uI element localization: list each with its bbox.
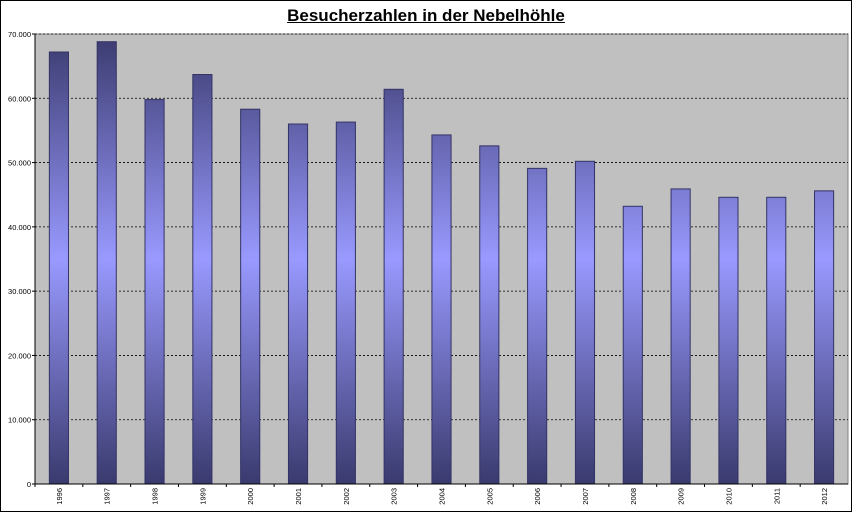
y-tick-label: 30.000 <box>8 287 31 296</box>
bar-2010 <box>718 196 739 485</box>
x-tick-label: 1999 <box>198 488 207 505</box>
y-axis: 0 10.000 20.000 30.000 40.000 50.000 60.000 70.… <box>8 30 36 489</box>
bar-2001 <box>287 123 309 485</box>
x-tick-label: 2002 <box>342 488 351 505</box>
x-tick-label: 2012 <box>820 488 829 505</box>
x-tick-label: 2007 <box>581 488 590 505</box>
bar-2007 <box>574 160 596 485</box>
x-tick-label: 2006 <box>533 488 542 505</box>
y-tick-label: 0 <box>27 480 31 489</box>
bar-1997 <box>96 41 117 485</box>
bar-2004 <box>431 134 452 485</box>
bar-1996 <box>48 51 69 485</box>
bar-2000 <box>240 108 261 485</box>
bar-2009 <box>670 188 691 485</box>
chart-title: Besucherzahlen in der Nebelhöhle <box>287 6 565 25</box>
bar-2011 <box>766 196 787 485</box>
x-tick-label: 1997 <box>103 488 112 505</box>
bars <box>48 41 835 485</box>
bar-2003 <box>383 88 404 485</box>
x-tick-label: 2005 <box>485 488 494 505</box>
y-tick-label: 40.000 <box>8 223 31 232</box>
bar-1998 <box>144 99 165 485</box>
x-tick-label: 2011 <box>772 488 781 504</box>
x-tick-label: 2001 <box>294 488 303 505</box>
y-tick-label: 10.000 <box>8 416 31 425</box>
x-tick-label: 2008 <box>629 488 638 505</box>
bar-1999 <box>192 74 213 485</box>
x-tick-label: 1996 <box>55 488 64 505</box>
y-tick-label: 50.000 <box>8 159 31 168</box>
x-tick-label: 2000 <box>246 488 255 505</box>
y-tick-label: 20.000 <box>8 351 31 360</box>
x-axis: 1996 1997 1998 1999 2000 2001 2002 2003 2004 2005… <box>34 483 848 505</box>
x-tick-label: 1998 <box>151 488 160 505</box>
bar-2005 <box>479 145 500 485</box>
y-tick-label: 60.000 <box>8 94 31 103</box>
gridlines <box>35 33 848 421</box>
x-tick-label: 2003 <box>390 488 399 505</box>
x-tick-label: 2009 <box>677 488 686 505</box>
bar-2002 <box>335 121 356 485</box>
x-tick-label: 2004 <box>438 488 447 505</box>
x-tick-label: 2010 <box>724 488 733 505</box>
bar-2008 <box>622 205 643 485</box>
bar-2006 <box>527 167 548 485</box>
bar-2012 <box>814 190 835 485</box>
y-tick-label: 70.000 <box>8 30 31 39</box>
